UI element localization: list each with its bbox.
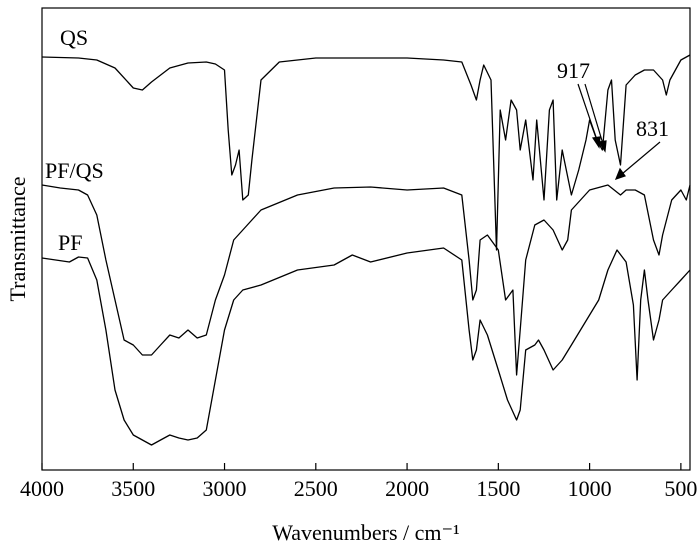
x-tick-label: 1000: [568, 476, 612, 501]
y-axis-label: Transmittance: [5, 176, 30, 301]
series-label: PF/QS: [45, 158, 104, 183]
annotation: 831: [636, 116, 669, 141]
x-tick-label: 2000: [385, 476, 429, 501]
spectrum-line: [41, 247, 691, 446]
arrow-head: [614, 167, 626, 180]
annotation: 917: [557, 58, 590, 83]
x-tick-label: 3500: [111, 476, 155, 501]
series-label: PF: [58, 230, 82, 255]
series-label: QS: [60, 25, 88, 50]
x-tick-label: 4000: [20, 476, 64, 501]
x-tick-label: 2500: [294, 476, 338, 501]
plot-frame: [41, 7, 691, 471]
arrow: [621, 141, 661, 175]
x-tick-label: 500: [664, 476, 697, 501]
spectrum-line: [41, 184, 691, 376]
x-axis-label: Wavenumbers / cm⁻¹: [272, 520, 460, 545]
spectrum-line: [41, 54, 691, 251]
x-tick-label: 3000: [203, 476, 247, 501]
x-tick-label: 1500: [476, 476, 520, 501]
arrow: [584, 83, 604, 145]
